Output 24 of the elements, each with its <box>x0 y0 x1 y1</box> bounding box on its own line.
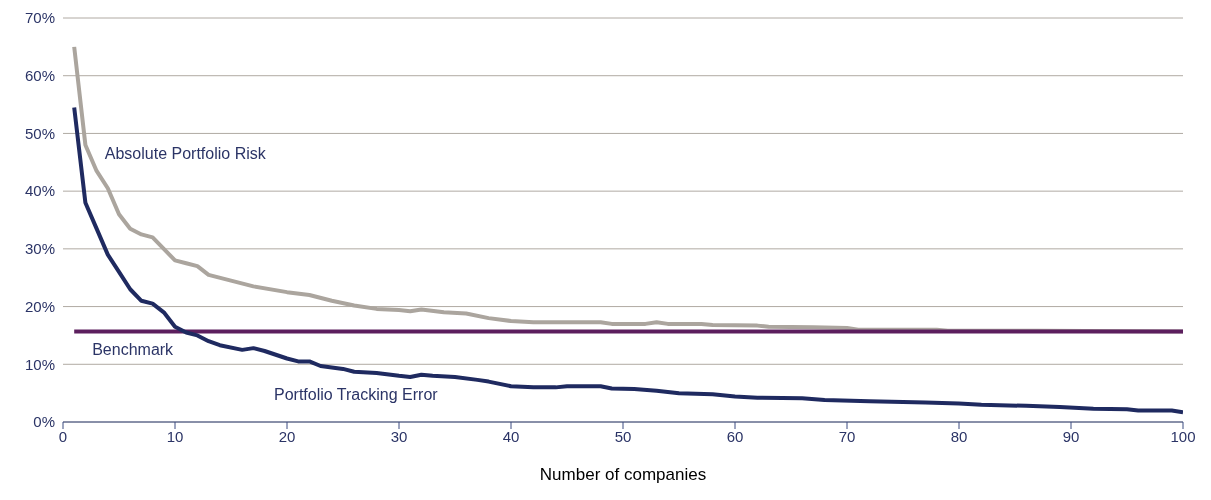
y-tick-label: 40% <box>24 182 55 200</box>
x-tick-label: 100 <box>1170 427 1196 445</box>
x-tick-label: 60 <box>726 427 744 445</box>
y-tick-label: 50% <box>24 124 55 142</box>
x-tick-label: 50 <box>614 427 632 445</box>
y-tick-label: 70% <box>24 9 55 27</box>
x-axis-title: Number of companies <box>539 465 707 484</box>
y-tick-label: 30% <box>24 240 55 258</box>
line-series <box>72 105 1183 415</box>
x-tick-label: 10 <box>166 427 184 445</box>
y-tick-label: 10% <box>24 355 55 373</box>
y-tick-label: 60% <box>24 67 55 85</box>
x-tick-label: 80 <box>950 427 968 445</box>
x-tick-label: 0 <box>58 427 68 445</box>
x-tick-label: 40 <box>502 427 520 445</box>
x-tick-label: 70 <box>838 427 856 445</box>
series-label: Portfolio Tracking Error <box>274 385 439 403</box>
series-label: Benchmark <box>92 341 175 359</box>
y-tick-label: 20% <box>24 297 55 315</box>
series-label: Absolute Portfolio Risk <box>104 145 267 163</box>
y-tick-label: 0% <box>33 413 55 431</box>
x-tick-label: 90 <box>1062 427 1080 445</box>
x-tick-label: 30 <box>390 427 408 445</box>
x-tick-label: 20 <box>278 427 296 445</box>
